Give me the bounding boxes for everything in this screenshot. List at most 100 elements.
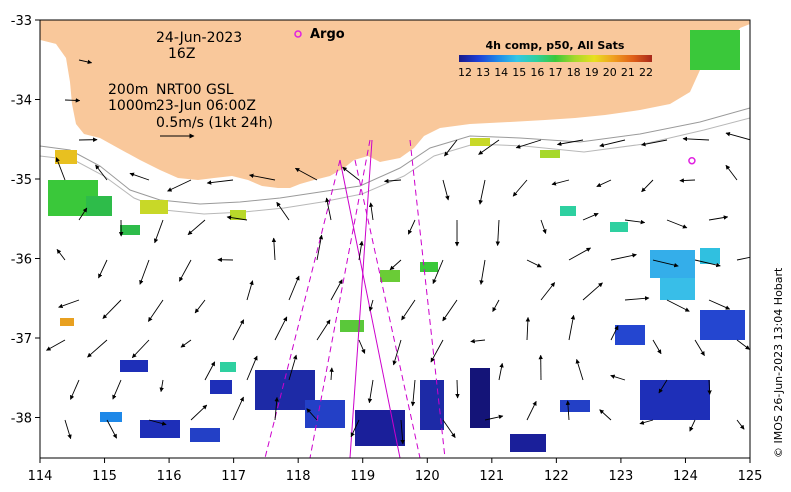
- isobath-200: [40, 107, 750, 205]
- colorbar-tick-label: 22: [639, 66, 653, 79]
- x-tick-label: 120: [415, 469, 440, 484]
- current-arrow: [368, 202, 374, 221]
- current-arrow: [316, 319, 331, 341]
- x-tick-label: 119: [350, 469, 375, 484]
- current-arrow: [392, 339, 402, 366]
- isobath-1000-label: 1000m: [108, 98, 157, 114]
- current-arrow: [689, 419, 696, 432]
- current-arrow: [306, 408, 318, 421]
- colorbar-ramp: [459, 55, 652, 62]
- current-arrow: [736, 256, 750, 261]
- current-arrow: [383, 178, 402, 184]
- current-arrow: [682, 136, 710, 142]
- current-arrow: [694, 259, 721, 268]
- current-arrow: [652, 339, 662, 355]
- isobath-1000: [40, 117, 750, 215]
- x-tick-label: 118: [286, 469, 311, 484]
- current-arrow: [736, 339, 750, 350]
- current-vectors: [46, 59, 769, 445]
- y-tick-label: -37: [11, 332, 32, 347]
- current-arrow: [565, 400, 571, 421]
- current-arrow: [389, 259, 402, 271]
- current-arrow: [87, 339, 108, 358]
- current-arrow: [492, 299, 500, 312]
- current-arrow: [498, 362, 504, 381]
- current-arrow: [329, 367, 334, 381]
- current-arrow: [666, 299, 690, 312]
- current-arrow: [624, 296, 650, 301]
- x-tick-label: 115: [92, 469, 117, 484]
- current-arrow: [246, 355, 258, 381]
- current-arrow: [484, 414, 504, 421]
- current-arrow: [187, 219, 206, 236]
- current-arrow: [708, 299, 731, 310]
- x-tick-label: 125: [738, 469, 763, 484]
- y-tick-label: -33: [11, 14, 32, 29]
- current-arrow: [442, 299, 458, 322]
- current-arrow: [751, 205, 764, 220]
- current-arrow: [610, 325, 619, 341]
- current-arrow: [232, 396, 244, 421]
- colorbar-tick-label: 18: [567, 66, 581, 79]
- current-arrow: [694, 339, 705, 357]
- current-arrow: [596, 179, 612, 187]
- current-arrow: [679, 178, 696, 183]
- current-arrow: [652, 259, 679, 268]
- current-arrow: [204, 361, 216, 381]
- current-arrow: [78, 207, 88, 221]
- x-tick-label: 116: [157, 469, 182, 484]
- current-arrow: [178, 259, 192, 282]
- y-tick-label: -35: [11, 173, 32, 188]
- current-arrow: [190, 404, 208, 421]
- current-arrow: [479, 259, 486, 285]
- current-arrow: [432, 259, 444, 284]
- argo-label: Argo: [310, 27, 345, 42]
- current-arrow: [568, 247, 591, 261]
- current-arrow: [55, 157, 66, 181]
- current-arrow: [407, 219, 416, 235]
- current-arrow: [495, 219, 501, 246]
- current-arrow: [153, 219, 164, 244]
- current-arrow: [751, 380, 760, 389]
- current-arrow: [444, 139, 458, 157]
- current-arrow: [639, 419, 654, 425]
- current-arrow: [610, 374, 626, 381]
- current-arrow: [540, 282, 556, 301]
- current-arrow: [350, 419, 360, 438]
- argo-float-marker: [688, 156, 696, 165]
- current-arrow: [294, 167, 318, 181]
- current-arrow: [167, 179, 192, 192]
- current-arrow: [147, 299, 164, 322]
- current-arrow: [610, 253, 637, 261]
- colorbar-tick-label: 20: [603, 66, 617, 79]
- product-time: 23-Jun 06:00Z: [156, 98, 256, 114]
- colorbar-tick-label: 15: [512, 66, 526, 79]
- current-arrow: [599, 409, 612, 421]
- current-arrow: [410, 379, 416, 407]
- colorbar-tick-label: 14: [494, 66, 508, 79]
- argo-legend-marker: [294, 30, 302, 38]
- current-arrow: [512, 179, 528, 197]
- current-arrow: [249, 173, 276, 181]
- current-arrow: [106, 419, 117, 439]
- current-arrow: [551, 179, 570, 186]
- current-arrow: [325, 197, 332, 221]
- colorbar-tick-label: 17: [549, 66, 563, 79]
- y-tick-label: -36: [11, 253, 32, 268]
- current-arrow: [342, 166, 360, 181]
- x-tick-label: 117: [221, 469, 246, 484]
- date-label: 24-Jun-2023: [156, 30, 242, 46]
- colorbar: 4h comp, p50, All Sats 12 13 14 15 16 17 18 19 2…: [458, 39, 653, 79]
- credit-text: © IMOS 26-Jun-2023 13:04 Hobart: [772, 267, 785, 458]
- colorbar-tick-label: 12: [458, 66, 472, 79]
- x-tick-label: 121: [479, 469, 504, 484]
- current-arrow: [102, 299, 122, 319]
- current-arrow: [131, 339, 150, 358]
- current-arrow: [751, 300, 769, 301]
- colorbar-tick-label: 21: [621, 66, 635, 79]
- current-arrow: [624, 219, 646, 225]
- current-arrow: [478, 139, 500, 155]
- current-arrow: [64, 98, 81, 103]
- current-arrow: [112, 379, 122, 400]
- x-tick-label: 124: [673, 469, 698, 484]
